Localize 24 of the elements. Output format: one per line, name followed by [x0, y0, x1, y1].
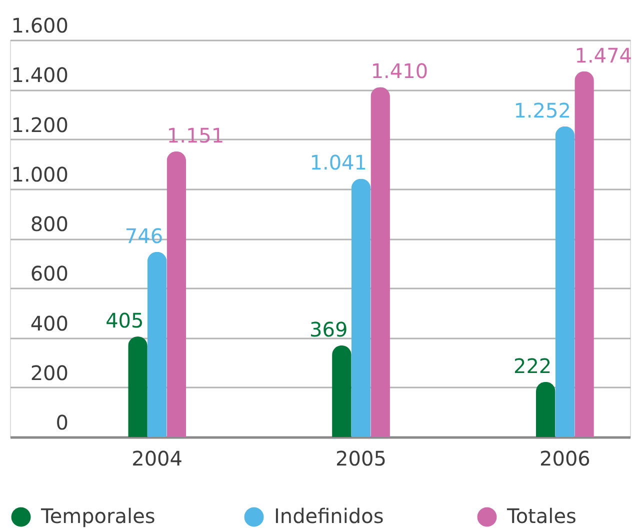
legend-label: Totales: [506, 504, 576, 528]
y-tick-label: 1.200: [11, 112, 68, 137]
data-label: 1.151: [166, 123, 224, 148]
y-tick-label: 1.400: [11, 63, 68, 88]
y-tick-label: 1.600: [11, 14, 68, 38]
x-tick-label: 2005: [336, 446, 386, 470]
data-label: 222: [513, 354, 552, 378]
data-label: 746: [124, 224, 164, 248]
y-tick-label: 800: [30, 212, 68, 236]
y-tick-label: 200: [30, 360, 68, 385]
y-tick-label: 400: [30, 311, 68, 336]
data-label: 1.252: [514, 98, 571, 122]
x-tick-label: 2006: [540, 446, 590, 470]
x-tick-label: 2004: [132, 446, 183, 470]
data-label: 1.474: [574, 43, 632, 68]
data-label: 1.041: [310, 150, 368, 175]
data-label: 369: [310, 317, 348, 342]
legend-label: Temporales: [40, 504, 156, 528]
legend-label: Indefinidos: [274, 504, 384, 528]
data-label: 1.410: [370, 59, 428, 84]
data-label: 405: [106, 308, 144, 333]
y-tick-label: 1.000: [11, 162, 68, 186]
y-tick-label: 0: [56, 410, 68, 434]
y-tick-label: 600: [30, 262, 68, 286]
